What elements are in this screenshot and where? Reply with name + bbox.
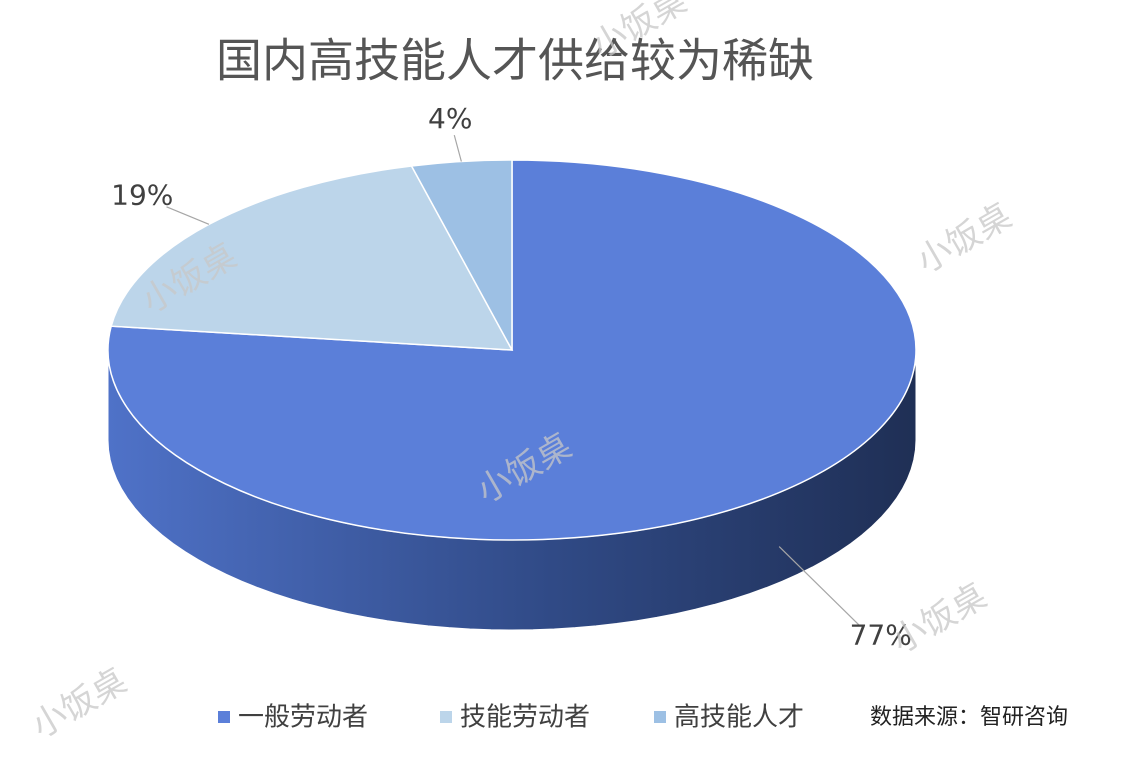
leader-line xyxy=(166,206,210,225)
source-note: 数据来源：智研咨询 xyxy=(870,705,1068,730)
watermark: 小饭桌 xyxy=(910,196,1018,282)
legend-label: 一般劳动者 xyxy=(238,703,368,733)
data-label: 19% xyxy=(111,179,173,212)
pie-slice xyxy=(410,159,513,351)
watermark: 小饭桌 xyxy=(885,576,993,662)
chart-title: 国内高技能人才供给较为稀缺 xyxy=(216,34,814,88)
leader-line xyxy=(778,546,860,626)
legend-swatch xyxy=(218,711,230,723)
legend-swatch xyxy=(440,711,452,723)
data-label: 77% xyxy=(850,619,912,652)
legend-label: 高技能人才 xyxy=(674,703,804,733)
leader-line xyxy=(453,134,462,162)
pie-slice xyxy=(110,165,514,351)
legend-label: 技能劳动者 xyxy=(460,703,590,733)
watermark: 小饭桌 xyxy=(25,661,133,747)
data-label: 4% xyxy=(428,102,472,135)
legend-swatch xyxy=(654,711,666,723)
